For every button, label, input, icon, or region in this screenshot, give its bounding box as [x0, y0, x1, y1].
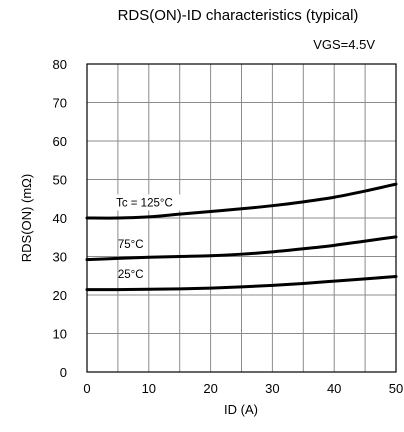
x-tick-label: 30 — [265, 381, 279, 396]
x-tick-label: 50 — [389, 381, 403, 396]
series-labels: Tc = 125°C 75°C 25°C — [106, 194, 187, 281]
y-tick-label: 40 — [53, 211, 67, 226]
test-condition: VGS=4.5V — [313, 37, 375, 52]
y-tick-label: 20 — [53, 288, 67, 303]
series-line-tc-25c — [85, 275, 398, 292]
y-tick-label: 60 — [53, 134, 67, 149]
y-tick-label: 80 — [53, 57, 67, 72]
series — [85, 182, 398, 292]
x-tick-label: 0 — [83, 381, 90, 396]
y-tick-label: 70 — [53, 96, 67, 111]
y-tick-label: 30 — [53, 250, 67, 265]
x-axis-label: ID (A) — [224, 402, 258, 417]
plot-frame — [86, 63, 397, 373]
series-label-tc-75c: 75°C — [118, 239, 144, 251]
y-tick-label: 50 — [53, 173, 67, 188]
y-axis-label: RDS(ON) (mΩ) — [19, 174, 34, 262]
chart-title: RDS(ON)-ID characteristics (typical) — [118, 7, 359, 24]
series-label-bg — [106, 194, 187, 211]
x-tick-label: 20 — [203, 381, 217, 396]
y-tick-label: 10 — [53, 327, 67, 342]
tick-labels: 0 10 20 30 40 50 0 10 20 30 40 50 60 70 80 — [53, 57, 404, 396]
series-label-tc-125c: Tc = 125°C — [116, 197, 173, 209]
series-line-tc-125c — [85, 182, 398, 220]
y-tick-label: 0 — [60, 365, 67, 380]
x-tick-label: 40 — [327, 381, 341, 396]
x-tick-label: 10 — [142, 381, 156, 396]
series-line-tc-75c — [85, 235, 398, 262]
series-label-tc-25c: 25°C — [118, 269, 144, 281]
